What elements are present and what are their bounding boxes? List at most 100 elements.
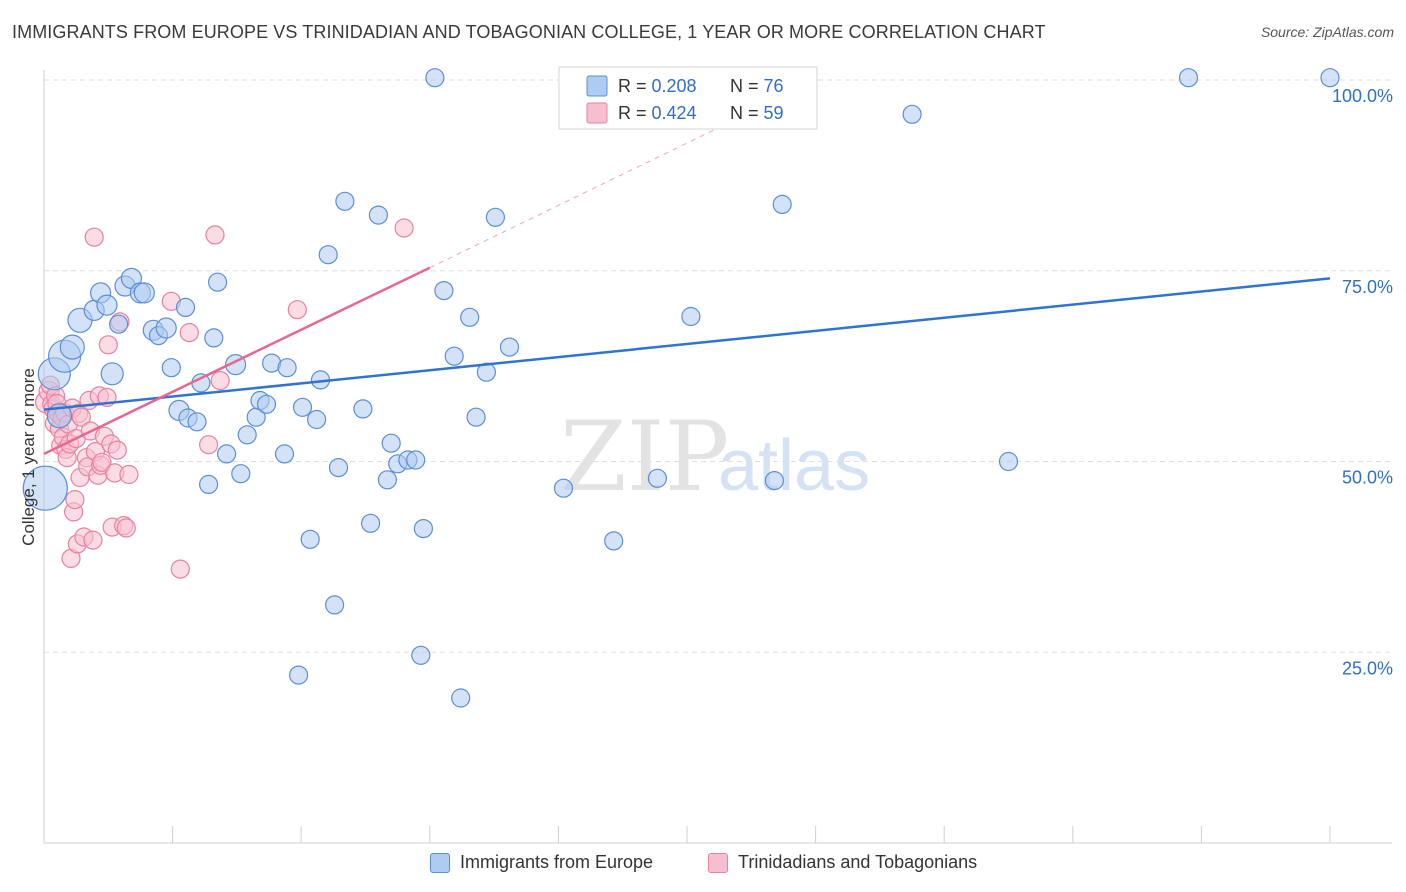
- legend-swatch-europe-bottom: [430, 852, 450, 873]
- europe-point-36: [277, 358, 297, 378]
- europe-point-54: [411, 645, 431, 665]
- europe-point-25: [204, 328, 224, 348]
- svg-text:N = 59: N = 59: [730, 103, 784, 123]
- legend-n-value-1: 76: [764, 76, 784, 96]
- trend-lines: [43, 117, 1331, 455]
- watermark-zip: ZIP: [560, 401, 729, 513]
- europe-point-66: [604, 531, 624, 551]
- trinidadians-point-26: [71, 407, 91, 427]
- trinidadians-point-41: [98, 335, 118, 355]
- europe-point-50: [381, 433, 401, 453]
- legend-r-label-1: R =: [618, 76, 652, 96]
- europe-point-48: [368, 205, 388, 225]
- legend-item-europe[interactable]: Immigrants from Europe: [430, 852, 653, 873]
- legend-item-trinidadians[interactable]: Trinidadians and Tobagonians: [708, 852, 977, 873]
- europe-point-18: [161, 358, 181, 378]
- europe-point-30: [237, 425, 257, 445]
- europe-point-56: [425, 68, 445, 88]
- trinidadians-point-54: [205, 225, 225, 245]
- europe-point-47: [361, 513, 381, 533]
- europe-point-45: [335, 191, 355, 211]
- europe-point-14: [133, 282, 155, 304]
- europe-point-27: [217, 444, 237, 464]
- europe-point-73: [1178, 68, 1199, 88]
- legend-label-trinidadians: Trinidadians and Tobagonians: [738, 852, 978, 872]
- europe-point-70: [772, 194, 792, 214]
- europe-point-20: [175, 297, 196, 317]
- europe-point-58: [444, 346, 464, 366]
- europe-point-72: [998, 451, 1019, 472]
- europe-point-39: [300, 529, 320, 549]
- legend-n-label-1: N =: [730, 76, 764, 96]
- europe-point-65: [553, 478, 574, 498]
- europe-point-68: [681, 306, 701, 327]
- y-tick-labels: 25.0% 50.0% 75.0% 100.0%: [1332, 86, 1393, 678]
- trinidadians-point-51: [170, 559, 190, 579]
- trinidadians-point-56: [287, 300, 307, 320]
- legend-bottom: Immigrants from Europe Trinidadians and …: [0, 852, 1406, 878]
- svg-text:N = 76: N = 76: [730, 76, 784, 96]
- europe-point-55: [413, 518, 433, 539]
- europe-point-10: [108, 314, 129, 334]
- legend-swatch-trinidadians-bottom: [708, 852, 728, 873]
- series-trinidadians-points: [34, 218, 414, 579]
- europe-point-71: [902, 104, 922, 124]
- europe-point-17: [155, 317, 177, 339]
- europe-point-61: [466, 407, 486, 427]
- trend-line-europe: [43, 277, 1331, 411]
- y-tick-label-100: 100.0%: [1332, 86, 1393, 106]
- europe-point-46: [353, 399, 373, 419]
- y-tick-label-25: 25.0%: [1342, 658, 1393, 678]
- y-axis-label: College, 1 year or more: [19, 368, 38, 546]
- series-europe-points: [22, 68, 1340, 708]
- trinidadians-point-45: [107, 440, 127, 460]
- trinidadians-point-48: [116, 518, 136, 538]
- y-tick-label-75: 75.0%: [1342, 277, 1393, 297]
- europe-point-29: [231, 464, 251, 484]
- trinidadians-point-53: [199, 435, 219, 455]
- trinidadians-point-55: [210, 371, 230, 391]
- europe-point-69: [764, 471, 785, 491]
- europe-point-64: [499, 337, 520, 357]
- trend-line-trinidadians: [43, 266, 431, 455]
- europe-point-24: [199, 474, 219, 494]
- legend-top: R = 0.208 N = 76 R = 0.424 N = 59: [558, 66, 818, 130]
- legend-n-value-2: 59: [764, 103, 784, 123]
- europe-point-60: [460, 307, 480, 327]
- europe-point-59: [451, 688, 471, 708]
- europe-point-44: [328, 458, 349, 478]
- watermark-atlas: atlas: [718, 426, 870, 506]
- legend-swatch-europe: [586, 75, 608, 97]
- svg-text:R = 0.424: R = 0.424: [618, 103, 697, 123]
- trend-line-trinidadians-extension: [429, 117, 739, 269]
- svg-text:R = 0.208: R = 0.208: [618, 76, 697, 96]
- europe-point-37: [289, 665, 309, 685]
- europe-point-40: [307, 409, 327, 430]
- trinidadians-point-33: [84, 227, 104, 247]
- trinidadians-point-32: [83, 530, 103, 550]
- trinidadians-point-52: [179, 323, 199, 343]
- y-tick-label-50: 50.0%: [1342, 468, 1393, 488]
- trinidadians-point-38: [92, 452, 112, 472]
- europe-point-4: [59, 334, 85, 360]
- trinidadians-point-57: [394, 218, 414, 238]
- watermark: ZIP atlas: [560, 401, 870, 513]
- source-label: Source: ZipAtlas.com: [1260, 24, 1394, 40]
- legend-r-label-2: R =: [618, 103, 652, 123]
- europe-point-0: [22, 465, 68, 511]
- europe-point-62: [476, 362, 496, 382]
- europe-point-67: [647, 468, 668, 488]
- europe-point-43: [325, 595, 345, 615]
- europe-point-23: [191, 373, 211, 393]
- legend-swatch-trinidadians: [586, 102, 608, 124]
- europe-point-74: [1320, 68, 1340, 88]
- axes: [43, 70, 1392, 844]
- scatter-chart: ZIP atlas 25.0%50.0%75.0%100.0% 0.0%100.…: [19, 66, 1393, 844]
- europe-point-49: [377, 470, 397, 490]
- trinidadians-point-49: [119, 464, 139, 485]
- europe-point-63: [485, 207, 505, 227]
- europe-point-26: [208, 272, 228, 292]
- europe-point-38: [292, 397, 313, 417]
- legend-r-value-1: 0.208: [652, 76, 697, 96]
- legend-label-europe: Immigrants from Europe: [460, 852, 654, 872]
